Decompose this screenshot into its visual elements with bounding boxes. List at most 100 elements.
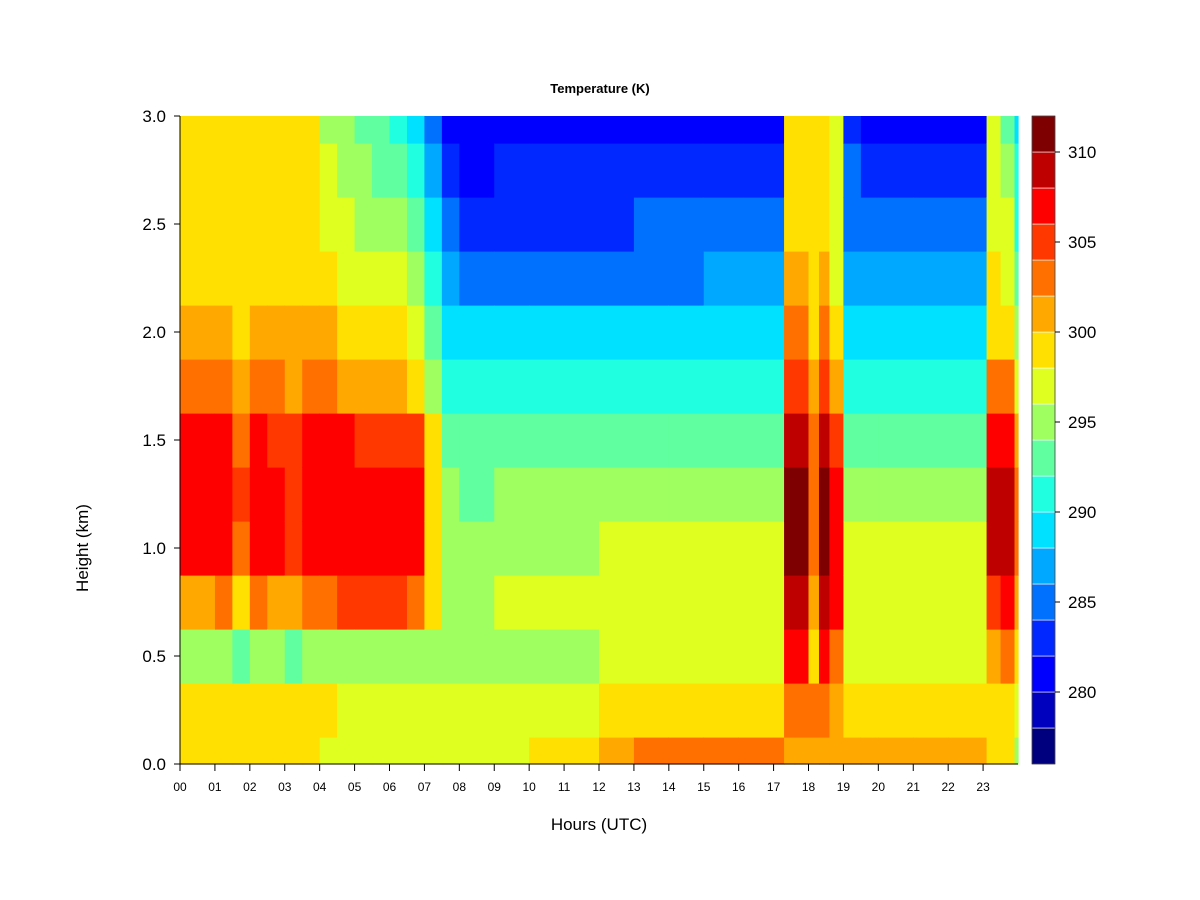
colorbar-swatch [1031, 727, 1056, 765]
heatmap-cell [494, 143, 530, 198]
heatmap-cell [829, 737, 845, 765]
heatmap-cell [232, 143, 251, 198]
heatmap-cell [180, 683, 199, 738]
heatmap-cell [913, 116, 949, 144]
heatmap-cell [860, 359, 879, 414]
heatmap-cell [284, 197, 303, 252]
heatmap-cell [180, 197, 199, 252]
heatmap-cell [599, 197, 635, 252]
heatmap-cell [389, 143, 408, 198]
heatmap-cell [529, 197, 565, 252]
heatmap-cell [860, 143, 879, 198]
heatmap-cell [913, 467, 949, 522]
heatmap-cell [913, 251, 949, 306]
heatmap-cell [818, 359, 831, 414]
heatmap-cell [284, 521, 303, 576]
colorbar-swatch [1031, 187, 1056, 225]
heatmap-cell [214, 251, 233, 306]
heatmap-cell [829, 629, 845, 684]
heatmap-cell [668, 575, 705, 630]
colorbar-tick-label: 285 [1068, 593, 1096, 612]
heatmap-cell [1000, 629, 1016, 684]
heatmap-cell [180, 359, 199, 414]
heatmap-cell [459, 251, 495, 306]
heatmap-cell [267, 116, 286, 144]
heatmap-cell [784, 629, 796, 684]
heatmap-cell [302, 575, 321, 630]
heatmap-cell [529, 116, 565, 144]
heatmap-cell [913, 737, 949, 765]
heatmap-cell [784, 305, 796, 360]
heatmap-cell [319, 521, 338, 576]
heatmap-cell [979, 521, 988, 576]
heatmap-cell [948, 251, 981, 306]
heatmap-cell [319, 251, 338, 306]
heatmap-cell [337, 413, 356, 468]
heatmap-cell [354, 143, 373, 198]
heatmap-cell [979, 197, 988, 252]
heatmap-cell [249, 467, 268, 522]
heatmap-cell [878, 629, 914, 684]
heatmap-cell [319, 359, 338, 414]
heatmap-cell [249, 575, 268, 630]
heatmap-cell [738, 305, 775, 360]
heatmap-cell [424, 737, 443, 765]
heatmap-cell [633, 359, 670, 414]
x-tick-label: 06 [383, 780, 397, 794]
heatmap-cell [354, 683, 373, 738]
heatmap-cell [494, 521, 530, 576]
y-axis: 0.0 0.5 1.0 1.5 2.0 2.5 3.0 [142, 107, 181, 774]
heatmap-cell [459, 683, 495, 738]
heatmap-cell [249, 413, 268, 468]
heatmap-cell [703, 413, 740, 468]
heatmap-cell [784, 683, 796, 738]
heatmap-cell [794, 467, 810, 522]
heatmap-cell [564, 305, 600, 360]
heatmap-cell [986, 305, 1002, 360]
heatmap-cell [354, 413, 373, 468]
colorbar-swatch [1031, 691, 1056, 729]
heatmap-cell [459, 629, 495, 684]
heatmap-cell [372, 467, 391, 522]
heatmap-cell [232, 575, 251, 630]
heatmap-cell [564, 143, 600, 198]
heatmap-cell [829, 575, 845, 630]
heatmap-cell [459, 116, 495, 144]
heatmap-cell [494, 737, 530, 765]
colorbar-swatch [1031, 115, 1056, 153]
heatmap-cell [818, 521, 831, 576]
heatmap-cell [232, 197, 251, 252]
heatmap-cell [197, 521, 216, 576]
heatmap-cell [703, 305, 740, 360]
heatmap-cell [337, 467, 356, 522]
heatmap-cell [860, 683, 879, 738]
heatmap-cell [668, 467, 705, 522]
heatmap-cell [633, 467, 670, 522]
heatmap-cell [986, 197, 1002, 252]
heatmap-cell [773, 683, 785, 738]
heatmap-cell [668, 116, 705, 144]
heatmap-cell [197, 305, 216, 360]
heatmap-cell [703, 359, 740, 414]
heatmap-cell [302, 251, 321, 306]
heatmap-cell [267, 683, 286, 738]
heatmap-cell [738, 737, 775, 765]
heatmap-cell [599, 116, 635, 144]
heatmap-cell [979, 143, 988, 198]
heatmap-cell [406, 143, 426, 198]
heatmap-cell [1014, 305, 1019, 360]
heatmap-cell [232, 413, 251, 468]
heatmap-cell [529, 737, 565, 765]
colorbar-swatch [1031, 403, 1056, 441]
colorbar-swatch [1031, 547, 1056, 585]
heatmap-cell [818, 629, 831, 684]
heatmap-cell [424, 116, 443, 144]
heatmap-cell [784, 521, 796, 576]
colorbar-tick-label: 305 [1068, 233, 1096, 252]
heatmap-cell [948, 521, 981, 576]
colorbar-swatch [1031, 655, 1056, 693]
heatmap-cell [633, 143, 670, 198]
heatmap-cell [197, 683, 216, 738]
heatmap-cell [1014, 521, 1019, 576]
